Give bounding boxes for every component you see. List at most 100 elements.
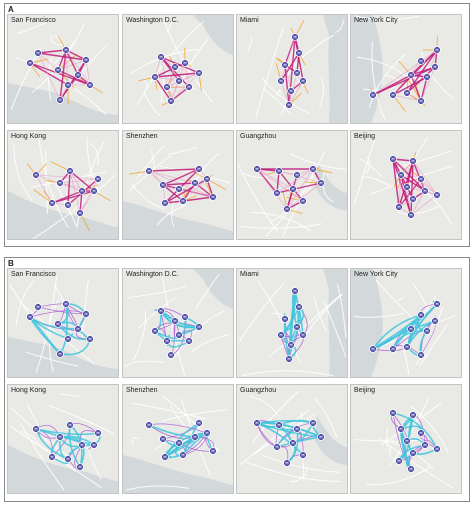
hub-marker: H	[161, 453, 169, 461]
city-label: Shenzhen	[126, 387, 158, 394]
svg-text:H: H	[301, 199, 304, 204]
city-map-tile: Beijing H H H H H H H H H H	[350, 130, 462, 240]
hub-marker: H	[421, 187, 429, 195]
road-line	[86, 137, 101, 194]
road-line	[161, 395, 220, 452]
flow-line	[37, 52, 61, 101]
city-label: Guangzhou	[240, 387, 277, 394]
svg-text:H: H	[68, 169, 71, 174]
road-line	[389, 445, 392, 457]
svg-text:H: H	[411, 159, 414, 164]
hub-marker: H	[48, 453, 56, 461]
hub-marker: H	[285, 101, 293, 109]
hub-marker: H	[32, 425, 40, 433]
svg-text:H: H	[153, 75, 156, 80]
svg-text:H: H	[173, 319, 176, 324]
hub-marker: H	[159, 435, 167, 443]
hub-marker: H	[277, 77, 285, 85]
road-line	[319, 78, 325, 107]
svg-text:H: H	[285, 207, 288, 212]
city-label: Washington D.C.	[126, 17, 179, 24]
hub-marker: H	[283, 459, 291, 467]
svg-text:H: H	[311, 167, 314, 172]
svg-text:H: H	[181, 199, 184, 204]
svg-text:H: H	[56, 322, 59, 327]
hub-marker: H	[163, 337, 171, 345]
flow-line	[372, 49, 438, 96]
flow-line	[288, 80, 304, 106]
route-line	[280, 290, 297, 336]
road-line	[245, 461, 341, 482]
hub-marker: H	[275, 421, 283, 429]
svg-text:H: H	[147, 423, 150, 428]
hub-marker: H	[82, 56, 90, 64]
hub-marker: H	[421, 441, 429, 449]
flow-line	[59, 49, 67, 101]
hub-marker: H	[185, 83, 193, 91]
road-line	[360, 176, 390, 186]
hub-marker: H	[203, 175, 211, 183]
hub-marker: H	[48, 199, 56, 207]
svg-text:H: H	[28, 61, 31, 66]
hub-marker: H	[407, 465, 415, 473]
svg-text:H: H	[169, 353, 172, 358]
svg-text:H: H	[76, 327, 79, 332]
road-line	[17, 18, 53, 35]
city-label: Beijing	[354, 133, 376, 140]
city-map-tile: Miami H H H H H H H H	[236, 268, 348, 378]
svg-text:H: H	[435, 302, 438, 307]
panel-label: A	[8, 5, 14, 14]
route-line	[256, 422, 304, 456]
road-line	[322, 172, 334, 203]
hub-marker: H	[395, 457, 403, 465]
svg-text:H: H	[64, 48, 67, 53]
svg-text:H: H	[409, 213, 412, 218]
svg-text:H: H	[187, 85, 190, 90]
road-line	[247, 35, 253, 52]
hub-marker: H	[54, 320, 62, 328]
svg-text:H: H	[405, 185, 408, 190]
hub-marker: H	[175, 439, 183, 447]
road-line	[27, 403, 71, 458]
hub-marker: H	[157, 307, 165, 315]
city-label: Hong Kong	[11, 133, 47, 140]
flow-line	[59, 59, 87, 101]
svg-text:H: H	[297, 51, 300, 56]
hub-marker: H	[64, 335, 72, 343]
hub-marker: H	[285, 355, 293, 363]
hub-marker: H	[369, 345, 377, 353]
road-line	[264, 89, 291, 114]
road-line	[276, 89, 281, 96]
road-line	[356, 56, 418, 87]
svg-text:H: H	[419, 313, 422, 318]
hub-marker: H	[369, 91, 377, 99]
svg-text:H: H	[283, 317, 286, 322]
svg-text:H: H	[419, 177, 422, 182]
svg-text:H: H	[425, 329, 428, 334]
svg-text:H: H	[169, 99, 172, 104]
hub-marker: H	[26, 59, 34, 67]
hub-marker: H	[417, 429, 425, 437]
hub-marker: H	[167, 351, 175, 359]
road-line	[131, 49, 200, 74]
road-line	[239, 223, 323, 229]
hub-marker: H	[403, 343, 411, 351]
hub-marker: H	[175, 77, 183, 85]
svg-text:H: H	[371, 347, 374, 352]
road-line	[44, 150, 48, 214]
svg-text:H: H	[66, 457, 69, 462]
road-line	[241, 172, 271, 179]
road-line	[131, 437, 140, 445]
svg-text:H: H	[50, 455, 53, 460]
svg-text:H: H	[277, 169, 280, 174]
hub-marker: H	[90, 441, 98, 449]
road-line	[306, 293, 344, 334]
hub-marker: H	[309, 419, 317, 427]
water-area	[315, 415, 347, 465]
road-line	[396, 333, 410, 375]
city-map-tile: Shenzhen H H H H H H H H H	[122, 130, 234, 240]
svg-text:H: H	[147, 169, 150, 174]
svg-text:H: H	[295, 71, 298, 76]
road-line	[323, 300, 347, 358]
svg-text:H: H	[205, 431, 208, 436]
